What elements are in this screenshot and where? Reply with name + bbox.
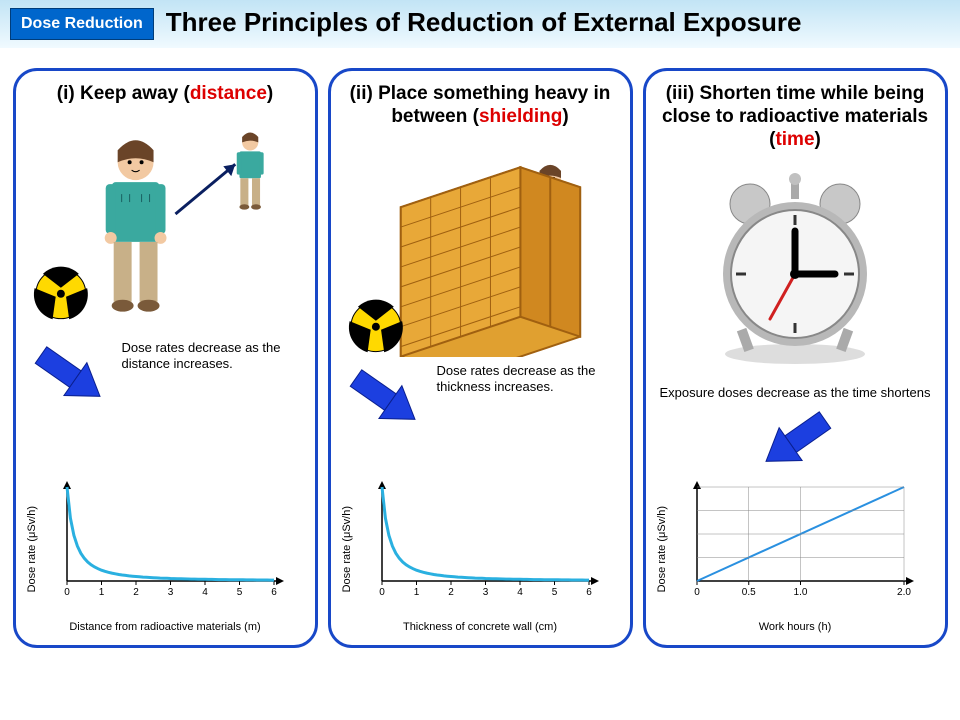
title-prefix: (i) Keep away ( [57,83,190,104]
svg-text:5: 5 [551,587,557,598]
header: Dose Reduction Three Principles of Reduc… [0,0,960,48]
svg-text:6: 6 [586,587,592,598]
panel-distance: (i) Keep away (distance) [13,68,318,648]
caption: Exposure doses decrease as the time shor… [660,385,931,401]
trend-arrow-icon [341,363,431,443]
illustration-clock [656,159,935,379]
svg-text:0: 0 [694,587,700,598]
svg-text:4: 4 [202,587,208,598]
caption-row: Exposure doses decrease as the time shor… [656,385,935,477]
panel-shielding: (ii) Place something heavy in between (s… [328,68,633,648]
trend-arrow-icon [750,408,840,478]
caption: Dose rates decrease as the thickness inc… [437,363,620,396]
caption-row: Dose rates decrease as the thickness inc… [341,363,620,443]
page-title: Three Principles of Reduction of Externa… [166,8,802,38]
clock-icon [695,169,895,369]
chart: Dose rate (μSv/h) 0 1 2 3 4 5 6 Thickness of c… [341,479,620,633]
svg-text:0.5: 0.5 [741,587,755,598]
svg-text:1: 1 [413,587,419,598]
illustration-shielding [341,137,620,357]
illustration-distance [26,114,305,334]
caption: Dose rates decrease as the distance incr… [122,340,305,373]
chart-svg: 0 1 2 3 4 5 6 [42,479,297,619]
svg-text:4: 4 [517,587,523,598]
svg-text:2: 2 [133,587,139,598]
svg-text:0: 0 [379,587,385,598]
x-axis-label: Thickness of concrete wall (cm) [341,621,620,633]
panel-title: (ii) Place something heavy in between (s… [341,83,620,129]
chart-svg: 0 0.5 1.0 2.0 [672,479,927,619]
svg-text:1: 1 [98,587,104,598]
svg-text:2: 2 [448,587,454,598]
panel-title: (i) Keep away (distance) [57,83,273,106]
panels-row: (i) Keep away (distance) [0,48,960,658]
chart: Dose rate (μSv/h) 0 0.5 1.0 2.0 Work hours … [656,479,935,633]
svg-text:3: 3 [167,587,173,598]
svg-text:2.0: 2.0 [897,587,911,598]
badge: Dose Reduction [10,8,154,40]
chart-svg: 0 1 2 3 4 5 6 [357,479,612,619]
title-keyword: time [775,129,814,150]
trend-arrow-icon [26,340,116,420]
y-axis-label: Dose rate (μSv/h) [656,506,668,592]
panel-title: (iii) Shorten time while being close to … [656,83,935,151]
chart: Dose rate (μSv/h) 0 1 2 3 4 5 6 Distance from … [26,479,305,633]
y-axis-label: Dose rate (μSv/h) [26,506,38,592]
svg-text:0: 0 [64,587,70,598]
title-suffix: ) [562,106,568,127]
svg-text:3: 3 [482,587,488,598]
title-suffix: ) [267,83,273,104]
title-keyword: shielding [479,106,562,127]
svg-text:5: 5 [236,587,242,598]
x-axis-label: Work hours (h) [656,621,935,633]
title-keyword: distance [190,83,267,104]
svg-text:1.0: 1.0 [793,587,807,598]
panel-time: (iii) Shorten time while being close to … [643,68,948,648]
caption-row: Dose rates decrease as the distance incr… [26,340,305,420]
title-suffix: ) [815,129,821,150]
y-axis-label: Dose rate (μSv/h) [341,506,353,592]
svg-text:6: 6 [271,587,277,598]
x-axis-label: Distance from radioactive materials (m) [26,621,305,633]
